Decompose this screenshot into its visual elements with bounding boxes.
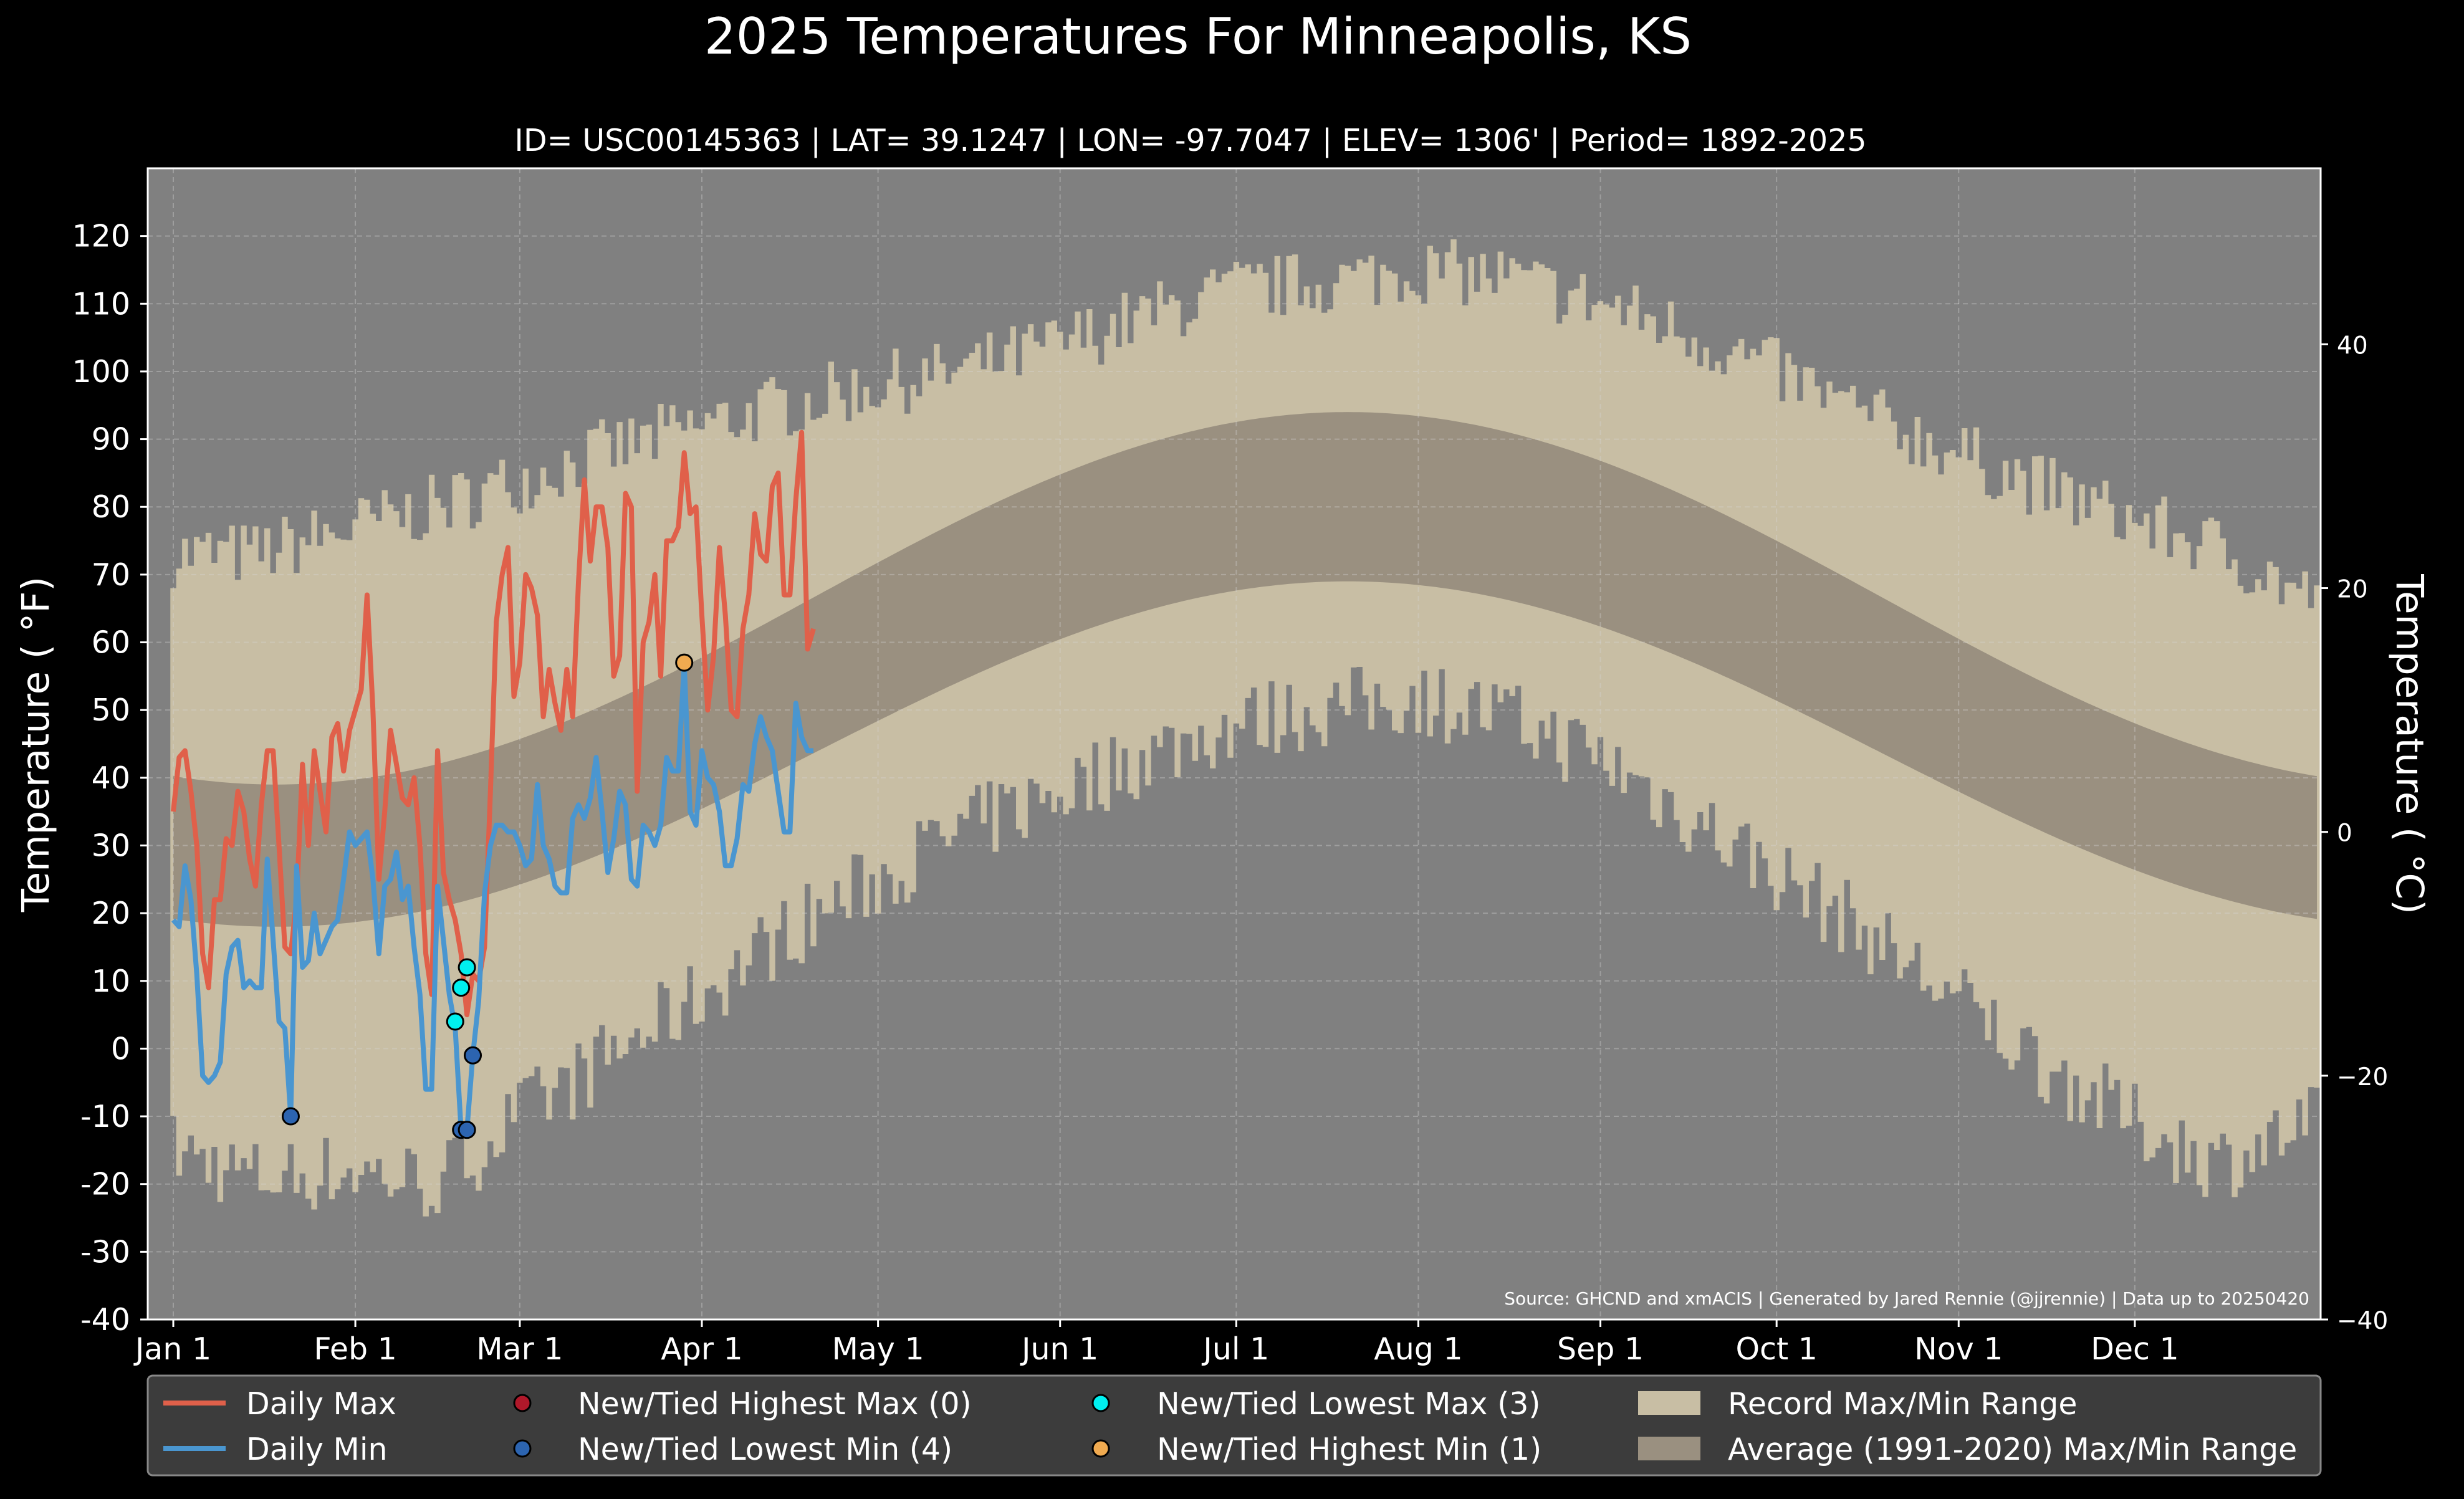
x-tick-label: Oct 1 — [1735, 1331, 1817, 1367]
x-tick-label: Sep 1 — [1557, 1331, 1644, 1367]
legend-label: New/Tied Highest Max (0) — [578, 1386, 972, 1422]
y-tick-label: 40 — [92, 760, 130, 796]
y-tick-label: 0 — [111, 1031, 130, 1066]
legend: Daily Max Daily Min New/Tied Highest Max (… — [146, 1374, 2322, 1477]
legend-label: Record Max/Min Range — [1728, 1386, 2078, 1422]
legend-marker-swatch — [1091, 1439, 1110, 1458]
source-note: Source: GHCND and xmACIS | Generated by … — [1504, 1288, 2309, 1309]
record-marker-lowest-max — [458, 958, 476, 977]
y-axis-label-left: Temperature ( °F) — [14, 577, 58, 912]
normal-range-band — [173, 412, 2317, 927]
x-tick-label: Apr 1 — [661, 1331, 743, 1367]
daily-max-line — [171, 429, 816, 1018]
legend-label: Daily Min — [246, 1432, 388, 1467]
record-marker-lowest-min — [464, 1046, 482, 1065]
record-marker-lowest-max — [446, 1012, 464, 1031]
legend-box — [146, 1374, 2322, 1477]
legend-label: New/Tied Lowest Max (3) — [1157, 1386, 1541, 1422]
x-tick-label: Jan 1 — [133, 1331, 211, 1367]
y-tick-label: 120 — [72, 219, 130, 254]
y-right-tick-label: 20 — [2337, 576, 2368, 604]
y-tick-label: 70 — [92, 557, 130, 593]
x-tick-label: Jun 1 — [1020, 1331, 1098, 1367]
x-tick-label: Dec 1 — [2091, 1331, 2179, 1367]
chart-subtitle: ID= USC00145363 | LAT= 39.1247 | LON= -9… — [514, 123, 1866, 158]
legend-marker-swatch — [1091, 1394, 1110, 1412]
y-right-tick-label: 0 — [2337, 820, 2352, 848]
legend-marker-swatch — [513, 1439, 532, 1458]
record-range-band — [170, 239, 2320, 1217]
axes: -40 -30 -20 -10 0 10 20 30 40 50 60 70 80 90 100 110 120… — [72, 167, 2388, 1367]
record-marker-highest-min — [675, 653, 694, 672]
y-tick-label: 50 — [92, 692, 130, 728]
legend-patch-swatch — [1638, 1391, 1700, 1415]
legend-patch-swatch — [1638, 1437, 1700, 1460]
legend-label: New/Tied Highest Min (1) — [1157, 1432, 1541, 1467]
y-tick-label: 100 — [72, 354, 130, 390]
y-tick-label: 80 — [92, 489, 130, 525]
y-tick-label: -10 — [80, 1099, 130, 1134]
legend-label: Average (1991-2020) Max/Min Range — [1728, 1432, 2297, 1467]
y-axis-label-right: Temperature ( °C) — [2387, 573, 2432, 914]
x-tick-label: May 1 — [832, 1331, 924, 1367]
y-tick-label: 10 — [92, 964, 130, 999]
legend-label: New/Tied Lowest Min (4) — [578, 1432, 952, 1467]
y-tick-label: 90 — [92, 422, 130, 457]
y-tick-label: 20 — [92, 896, 130, 931]
x-tick-label: Feb 1 — [314, 1331, 397, 1367]
legend-marker-swatch — [513, 1394, 532, 1412]
y-tick-label: 60 — [92, 625, 130, 661]
y-right-tick-label: −40 — [2337, 1307, 2388, 1335]
y-tick-label: 30 — [92, 828, 130, 863]
chart-title: 2025 Temperatures For Minneapolis, KS — [704, 7, 1692, 65]
y-tick-label: -40 — [80, 1302, 130, 1338]
legend-label: Daily Max — [246, 1386, 396, 1422]
x-tick-label: Aug 1 — [1374, 1331, 1462, 1367]
x-tick-label: Mar 1 — [476, 1331, 563, 1367]
y-tick-label: 110 — [72, 286, 130, 322]
record-marker-lowest-min — [281, 1107, 300, 1126]
x-tick-label: Nov 1 — [1914, 1331, 2003, 1367]
y-right-tick-label: 40 — [2337, 332, 2368, 360]
y-tick-label: -30 — [80, 1234, 130, 1270]
daily-min-line — [171, 660, 813, 1133]
record-marker-lowest-max — [452, 979, 471, 997]
plot-frame — [146, 167, 2322, 1321]
y-tick-label: -20 — [80, 1167, 130, 1202]
plot-area — [148, 168, 2321, 1320]
y-right-tick-label: −20 — [2337, 1063, 2388, 1091]
record-marker-lowest-min — [458, 1121, 476, 1139]
x-tick-label: Jul 1 — [1201, 1331, 1269, 1367]
